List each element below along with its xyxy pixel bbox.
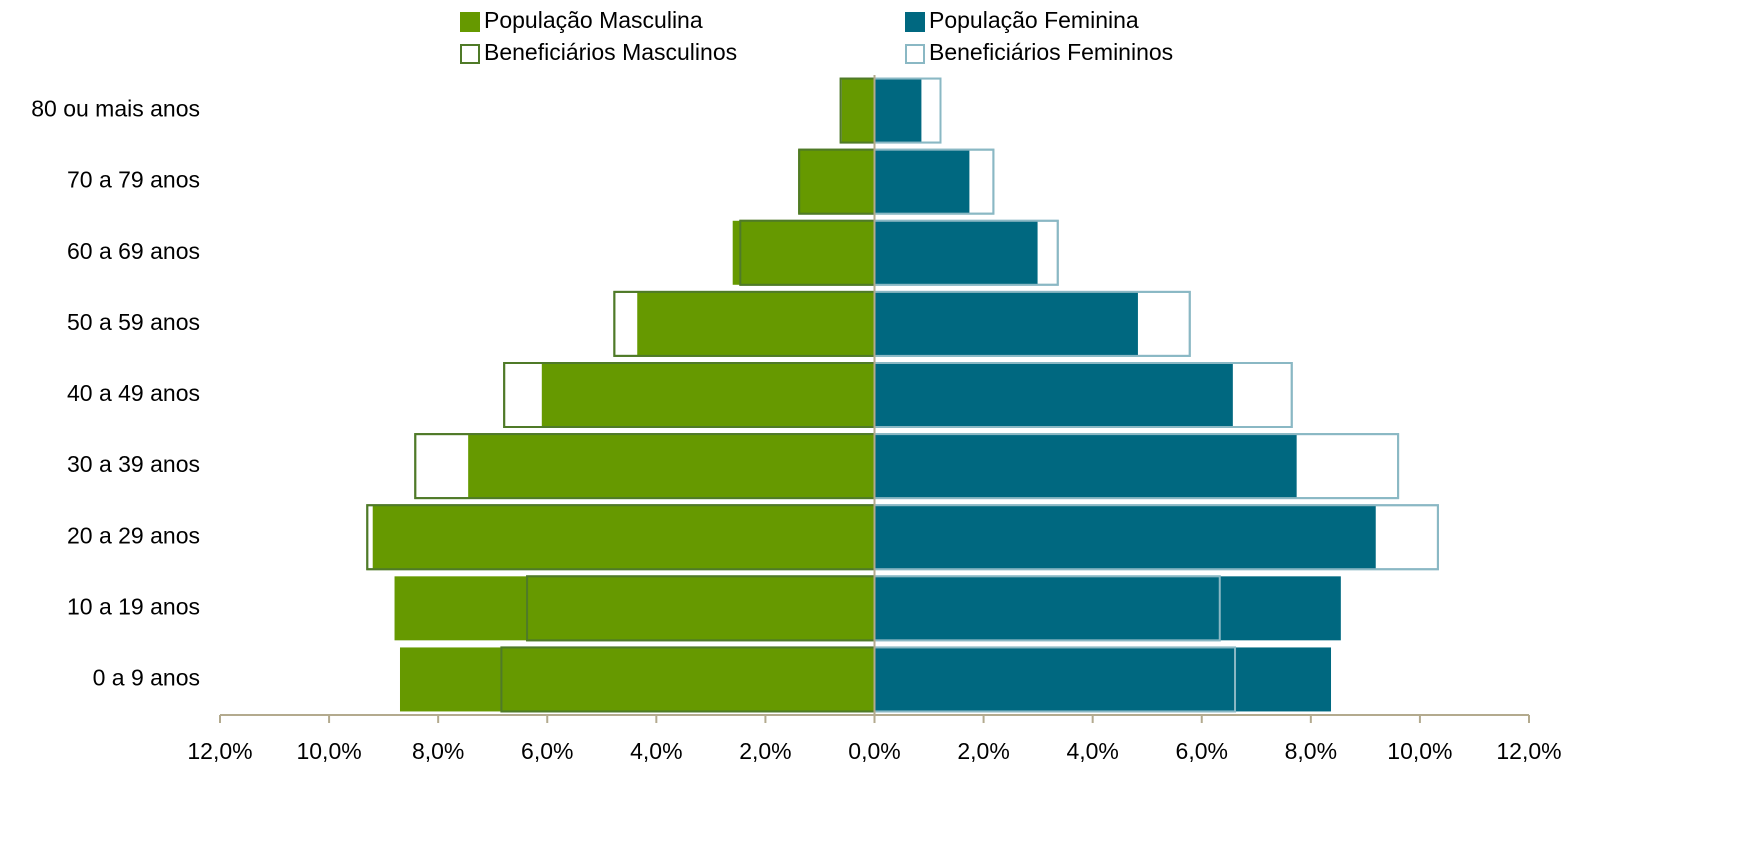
x-tick-label: 2,0% [739, 738, 791, 764]
x-tick-label: 10,0% [1387, 738, 1452, 764]
bar [468, 434, 875, 499]
bar [874, 78, 922, 143]
x-tick-label: 12,0% [1496, 738, 1561, 764]
y-tick-label: 10 a 19 anos [67, 593, 200, 619]
legend-swatch [905, 44, 925, 64]
bar [798, 149, 875, 214]
bar [394, 576, 875, 641]
y-tick-label: 40 a 49 anos [67, 380, 200, 406]
y-tick-label: 0 a 9 anos [93, 665, 200, 691]
bar [732, 220, 875, 285]
bar [874, 576, 1341, 641]
y-tick-label: 60 a 69 anos [67, 238, 200, 264]
y-tick-label: 80 ou mais anos [31, 96, 200, 122]
x-tick-label: 6,0% [521, 738, 573, 764]
bar [637, 291, 875, 356]
bar [841, 78, 875, 143]
bar [874, 220, 1038, 285]
bar [874, 149, 970, 214]
legend-label: População Feminina [929, 7, 1139, 33]
x-tick-label: 8,0% [1285, 738, 1337, 764]
x-tick-label: 10,0% [296, 738, 361, 764]
bar [541, 363, 875, 427]
legend-label: População Masculina [484, 7, 703, 33]
legend-swatch [460, 44, 480, 64]
x-tick-label: 4,0% [630, 738, 682, 764]
bar [874, 505, 1376, 570]
x-tick-label: 0,0% [848, 738, 900, 764]
bar [874, 434, 1297, 499]
bar [874, 291, 1138, 356]
x-tick-label: 2,0% [957, 738, 1009, 764]
legend-label: Beneficiários Femininos [929, 39, 1173, 65]
x-tick-label: 12,0% [187, 738, 252, 764]
legend-swatch [905, 12, 925, 32]
bar [372, 505, 875, 570]
y-tick-label: 70 a 79 anos [67, 167, 200, 193]
bar [399, 647, 875, 712]
x-tick-label: 4,0% [1066, 738, 1118, 764]
y-tick-label: 50 a 59 anos [67, 309, 200, 335]
y-tick-label: 30 a 39 anos [67, 451, 200, 477]
bar [874, 363, 1233, 427]
x-tick-label: 6,0% [1176, 738, 1228, 764]
bar [874, 647, 1332, 712]
legend-label: Beneficiários Masculinos [484, 39, 737, 65]
y-tick-label: 20 a 29 anos [67, 522, 200, 548]
legend-swatch [460, 12, 480, 32]
x-tick-label: 8,0% [412, 738, 464, 764]
